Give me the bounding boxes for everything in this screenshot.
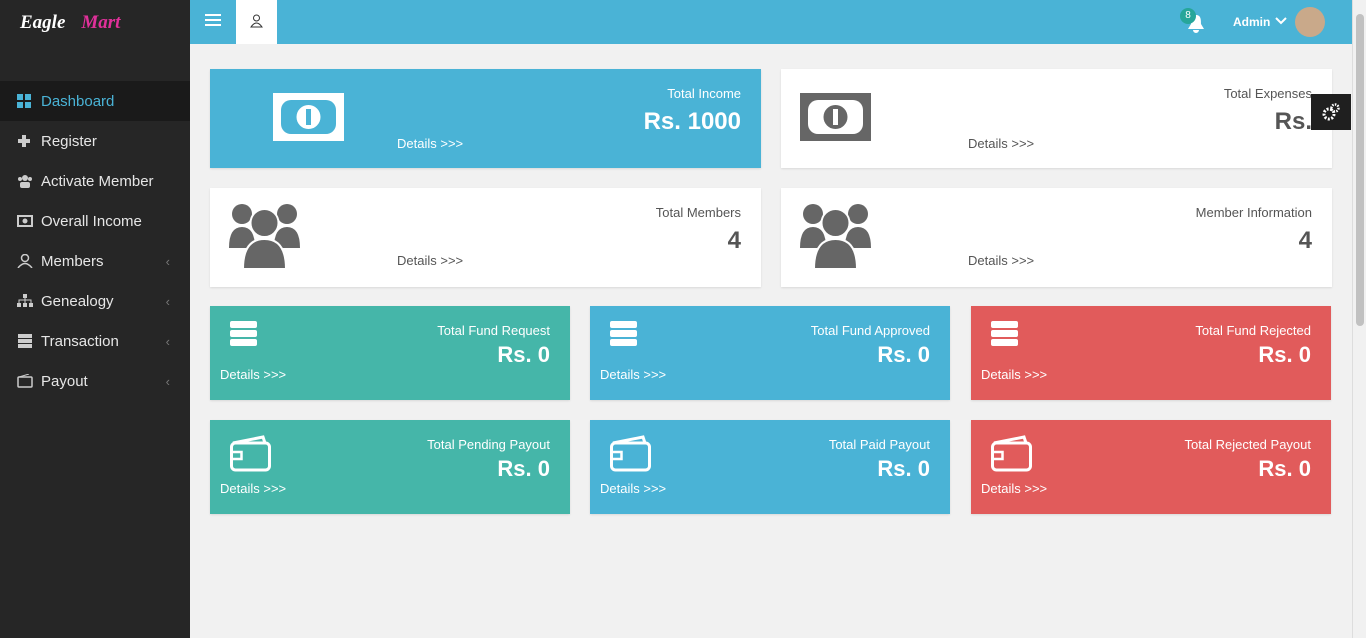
stat-card: Total Fund Request Rs. 0 Details >>>	[210, 306, 570, 400]
icon	[17, 294, 33, 307]
card-title: Total Fund Request	[437, 323, 550, 338]
stat-card: Total Members 4 Details >>>	[210, 188, 761, 287]
details-link[interactable]: Details >>>	[220, 481, 287, 496]
chevron: ‹	[165, 294, 170, 309]
menu-item[interactable]: Genealogy ‹	[0, 281, 190, 321]
settings-button[interactable]	[1311, 94, 1351, 130]
menu-item[interactable]: Activate Member	[0, 161, 190, 201]
server-icon	[610, 321, 637, 346]
menu-item[interactable]: Overall Income	[0, 201, 190, 241]
wallet-icon	[230, 435, 271, 472]
card-value: Rs. 0	[497, 342, 550, 367]
avatar[interactable]	[1295, 7, 1325, 37]
server-icon	[230, 321, 257, 346]
menu-label: Activate Member	[41, 173, 154, 190]
stat-card: Total Fund Approved Rs. 0 Details >>>	[590, 306, 950, 400]
stat-card: Member Information 4 Details >>>	[781, 188, 1332, 287]
icon	[17, 215, 33, 227]
dropdown-caret	[1275, 17, 1287, 25]
details-link[interactable]: Details >>>	[981, 481, 1048, 496]
icon	[17, 94, 31, 108]
details-link[interactable]: Details >>>	[220, 367, 287, 382]
stat-card: Total Paid Payout Rs. 0 Details >>>	[590, 420, 950, 514]
logo-text: Eagle	[20, 12, 66, 33]
card-title: Member Information	[1195, 205, 1312, 220]
menu-item[interactable]: Transaction ‹	[0, 321, 190, 361]
icon	[18, 334, 32, 348]
icon	[17, 254, 33, 268]
stat-card: Total Rejected Payout Rs. 0 Details >>>	[971, 420, 1331, 514]
chevron: ‹	[165, 374, 170, 389]
logo[interactable]: Eagle Mart	[20, 12, 120, 34]
details-link[interactable]: Details >>>	[968, 136, 1035, 151]
menu-item[interactable]: Payout ‹	[0, 361, 190, 401]
stat-card: Total Expenses Rs. Details >>>	[781, 69, 1332, 168]
server-icon	[991, 321, 1018, 346]
icon	[18, 175, 32, 188]
wallet-icon	[991, 435, 1032, 472]
logo-text: Mart	[81, 12, 121, 33]
card-value: 4	[1298, 227, 1312, 254]
card-value: Rs. 0	[877, 456, 930, 481]
scrollbar[interactable]	[1352, 0, 1366, 638]
card-title: Total Fund Approved	[810, 323, 930, 338]
card-title: Total Fund Rejected	[1195, 323, 1311, 338]
stat-card: Total Fund Rejected Rs. 0 Details >>>	[971, 306, 1331, 400]
sidebar: Eagle Mart Dashboard Register Activate Me…	[0, 0, 190, 638]
menu-label: Members	[41, 253, 104, 270]
chevron: ‹	[165, 334, 170, 349]
users-icon	[229, 204, 300, 269]
chevron: ‹	[165, 254, 170, 269]
menu-label: Genealogy	[41, 293, 114, 310]
menu-toggle[interactable]	[205, 13, 221, 27]
icon	[1322, 103, 1340, 121]
menu-item[interactable]: Register	[0, 121, 190, 161]
users-icon	[800, 204, 871, 269]
menu-label: Register	[41, 133, 97, 150]
details-link[interactable]: Details >>>	[397, 136, 464, 151]
notification-badge: 8	[1180, 8, 1196, 24]
icon	[18, 135, 30, 147]
details-link[interactable]: Details >>>	[600, 481, 667, 496]
money-icon	[273, 93, 344, 141]
card-value: Rs. 0	[1258, 342, 1311, 367]
details-link[interactable]: Details >>>	[600, 367, 667, 382]
menu-item[interactable]: Members ‹	[0, 241, 190, 281]
card-title: Total Income	[667, 86, 741, 101]
wallet-icon	[610, 435, 651, 472]
icon	[17, 374, 33, 388]
card-value: Rs. 0	[497, 456, 550, 481]
card-title: Total Paid Payout	[828, 437, 930, 452]
card-title: Total Rejected Payout	[1184, 437, 1311, 452]
card-title: Total Pending Payout	[427, 437, 550, 452]
card-value: Rs.	[1274, 108, 1312, 135]
menu-label: Payout	[41, 373, 88, 390]
money-icon	[800, 93, 871, 141]
card-value: Rs. 1000	[643, 108, 741, 135]
user-name[interactable]: Admin	[1233, 15, 1271, 29]
card-title: Total Members	[655, 205, 741, 220]
top-bar: 8 Admin	[190, 0, 1352, 44]
icon	[250, 14, 263, 28]
scroll-thumb[interactable]	[1356, 14, 1364, 326]
menu-label: Transaction	[41, 333, 119, 350]
card-value: 4	[727, 227, 741, 254]
menu-item[interactable]: Dashboard	[0, 81, 190, 121]
stat-card: Total Income Rs. 1000 Details >>>	[210, 69, 761, 168]
card-value: Rs. 0	[877, 342, 930, 367]
menu-label: Overall Income	[41, 213, 142, 230]
details-link[interactable]: Details >>>	[397, 253, 464, 268]
card-title: Total Expenses	[1223, 86, 1312, 101]
card-value: Rs. 0	[1258, 456, 1311, 481]
menu-label: Dashboard	[41, 93, 115, 110]
details-link[interactable]: Details >>>	[981, 367, 1048, 382]
stat-card: Total Pending Payout Rs. 0 Details >>>	[210, 420, 570, 514]
profile-tab[interactable]	[236, 0, 277, 44]
details-link[interactable]: Details >>>	[968, 253, 1035, 268]
